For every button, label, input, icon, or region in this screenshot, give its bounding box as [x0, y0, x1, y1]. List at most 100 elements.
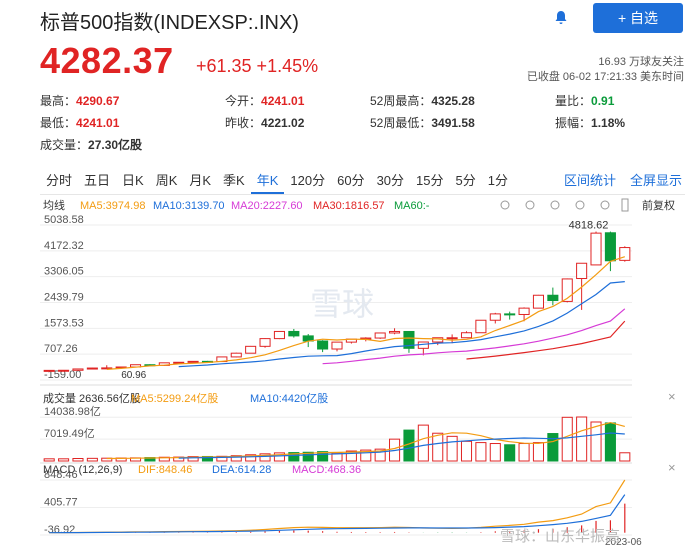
tab-1分[interactable]: 1分 [487, 173, 508, 188]
watermark: 雪球 [310, 286, 374, 322]
stat-item: 成交量：27.30亿股 [40, 136, 142, 153]
y-tick-label: 707.26 [44, 343, 78, 355]
tab-周K[interactable]: 周K [155, 173, 178, 188]
bell-icon[interactable] [553, 10, 569, 26]
stat-value: 27.30亿股 [88, 138, 143, 152]
close-macd-icon: × [668, 460, 676, 475]
tab-15分[interactable]: 15分 [416, 173, 444, 188]
stat-value: 4325.28 [431, 94, 475, 108]
tab-日K[interactable]: 日K [122, 173, 144, 188]
stat-label: 今开： [225, 94, 262, 108]
follower-count: 16.93 万球友关注 [598, 56, 684, 68]
candle-body [72, 368, 84, 371]
candle-style-icon[interactable] [621, 198, 629, 212]
candle-body [331, 341, 343, 350]
volume-bar [504, 444, 516, 462]
y-tick-label: 4172.32 [44, 240, 84, 252]
stat-value: 4290.67 [76, 94, 120, 108]
stat-item: 52周最高：4325.28 [370, 92, 475, 109]
stat-item: 最高：4290.67 [40, 92, 119, 109]
tab-60分[interactable]: 60分 [337, 173, 365, 188]
stock-title: 标普500指数(INDEXSP:.INX) [40, 12, 299, 34]
stat-item: 52周最低：3491.58 [370, 114, 475, 131]
adjust-label: 前复权 [642, 198, 675, 212]
candle-body [374, 332, 386, 339]
candle-body [58, 369, 70, 372]
candle-body [317, 340, 329, 350]
kline-chart[interactable]: 均线 MA5:3974.98 MA10:3139.70 MA20:2227.60 MA3… [0, 195, 690, 556]
candle-body [273, 330, 285, 340]
stat-value: 4221.02 [261, 116, 305, 130]
stat-item: 今开：4241.01 [225, 92, 304, 109]
current-price: 4282.37 [40, 40, 174, 81]
candle-body [446, 337, 458, 340]
volume-bar [475, 442, 487, 462]
chart-tool-icon[interactable] [525, 200, 535, 210]
volume-bar [417, 424, 429, 462]
volume-bar [374, 448, 386, 462]
chart-tool-icon[interactable] [500, 200, 510, 210]
tab-30分[interactable]: 30分 [376, 173, 405, 188]
chart-tool-icon[interactable] [550, 200, 560, 210]
volume-bar [101, 457, 113, 462]
tab-5分[interactable]: 5分 [455, 173, 476, 188]
macd-dea-legend: DEA:614.28 [212, 464, 271, 476]
volume-bar [230, 455, 242, 462]
tab-分时[interactable]: 分时 [46, 173, 73, 188]
tab-120分[interactable]: 120分 [290, 173, 326, 188]
macd-y-tick: -36.92 [44, 524, 75, 536]
y-tick-label: 3306.05 [44, 266, 84, 278]
candle-body [86, 367, 98, 370]
candle-body [504, 313, 516, 316]
stat-label: 52周最低： [370, 116, 432, 130]
volume-bar [460, 440, 473, 462]
tab-月K[interactable]: 月K [189, 173, 212, 188]
chart-tool-icon[interactable] [600, 200, 610, 210]
volume-ma5-legend: MA5:5299.24亿股 [131, 392, 218, 405]
macd-value-legend: MACD:468.36 [292, 464, 361, 476]
ma30-legend: MA30:1816.57 [313, 200, 385, 212]
tool-全屏显示[interactable]: 全屏显示 [629, 173, 682, 188]
macd-legend-label: MACD (12,26,9) [43, 464, 122, 476]
stat-item: 最低：4241.01 [40, 114, 119, 131]
volume-bar [576, 416, 588, 462]
volume-bar [604, 422, 616, 462]
volume-bar [432, 432, 444, 462]
add-to-watchlist-button[interactable]: + 自选 [593, 3, 683, 33]
volume-ma10-legend: MA10:4420亿股 [250, 392, 328, 405]
candle-body [259, 338, 271, 347]
chart-tools: 区间统计 全屏显示 [564, 170, 682, 189]
period-tabs: 分时 五日 日K 周K 月K 季K 年K 120分 60分 30分 15分 5分 1分 [40, 170, 514, 194]
candle-body [101, 367, 113, 370]
volume-bar [259, 453, 271, 462]
candle-body [489, 313, 501, 321]
stat-value: 4241.01 [76, 116, 120, 130]
min-price-label: 60.96 [121, 370, 146, 381]
y-tick-label: 2439.79 [44, 292, 84, 304]
volume-bar [302, 451, 314, 462]
tab-季K[interactable]: 季K [223, 173, 245, 188]
stat-label: 昨收： [225, 116, 262, 130]
candle-body [230, 352, 242, 358]
volume-bar [58, 458, 70, 462]
tab-年K[interactable]: 年K [250, 170, 285, 194]
volume-bar [43, 458, 55, 462]
candle-body [604, 232, 616, 262]
stat-value: 1.18% [591, 116, 626, 130]
stat-item: 量比：0.91 [555, 92, 614, 109]
volume-bar [245, 454, 257, 462]
stat-item: 昨收：4221.02 [225, 114, 304, 131]
volume-bar [590, 421, 602, 462]
macd-dif-line [49, 479, 626, 534]
price-change: +61.35 +1.45% [196, 56, 319, 76]
ma20-line [322, 308, 626, 365]
stat-label: 成交量： [40, 138, 89, 152]
chart-tool-icon[interactable] [575, 200, 585, 210]
ma60-legend: MA60:- [394, 200, 430, 212]
volume-legend-label: 成交量 2636.56亿股 [43, 391, 141, 405]
volume-y-tick: 7019.49亿 [44, 427, 95, 440]
tab-五日[interactable]: 五日 [84, 173, 111, 188]
candle-body [590, 232, 602, 266]
volume-bar [187, 456, 199, 462]
tool-区间统计[interactable]: 区间统计 [563, 173, 616, 188]
